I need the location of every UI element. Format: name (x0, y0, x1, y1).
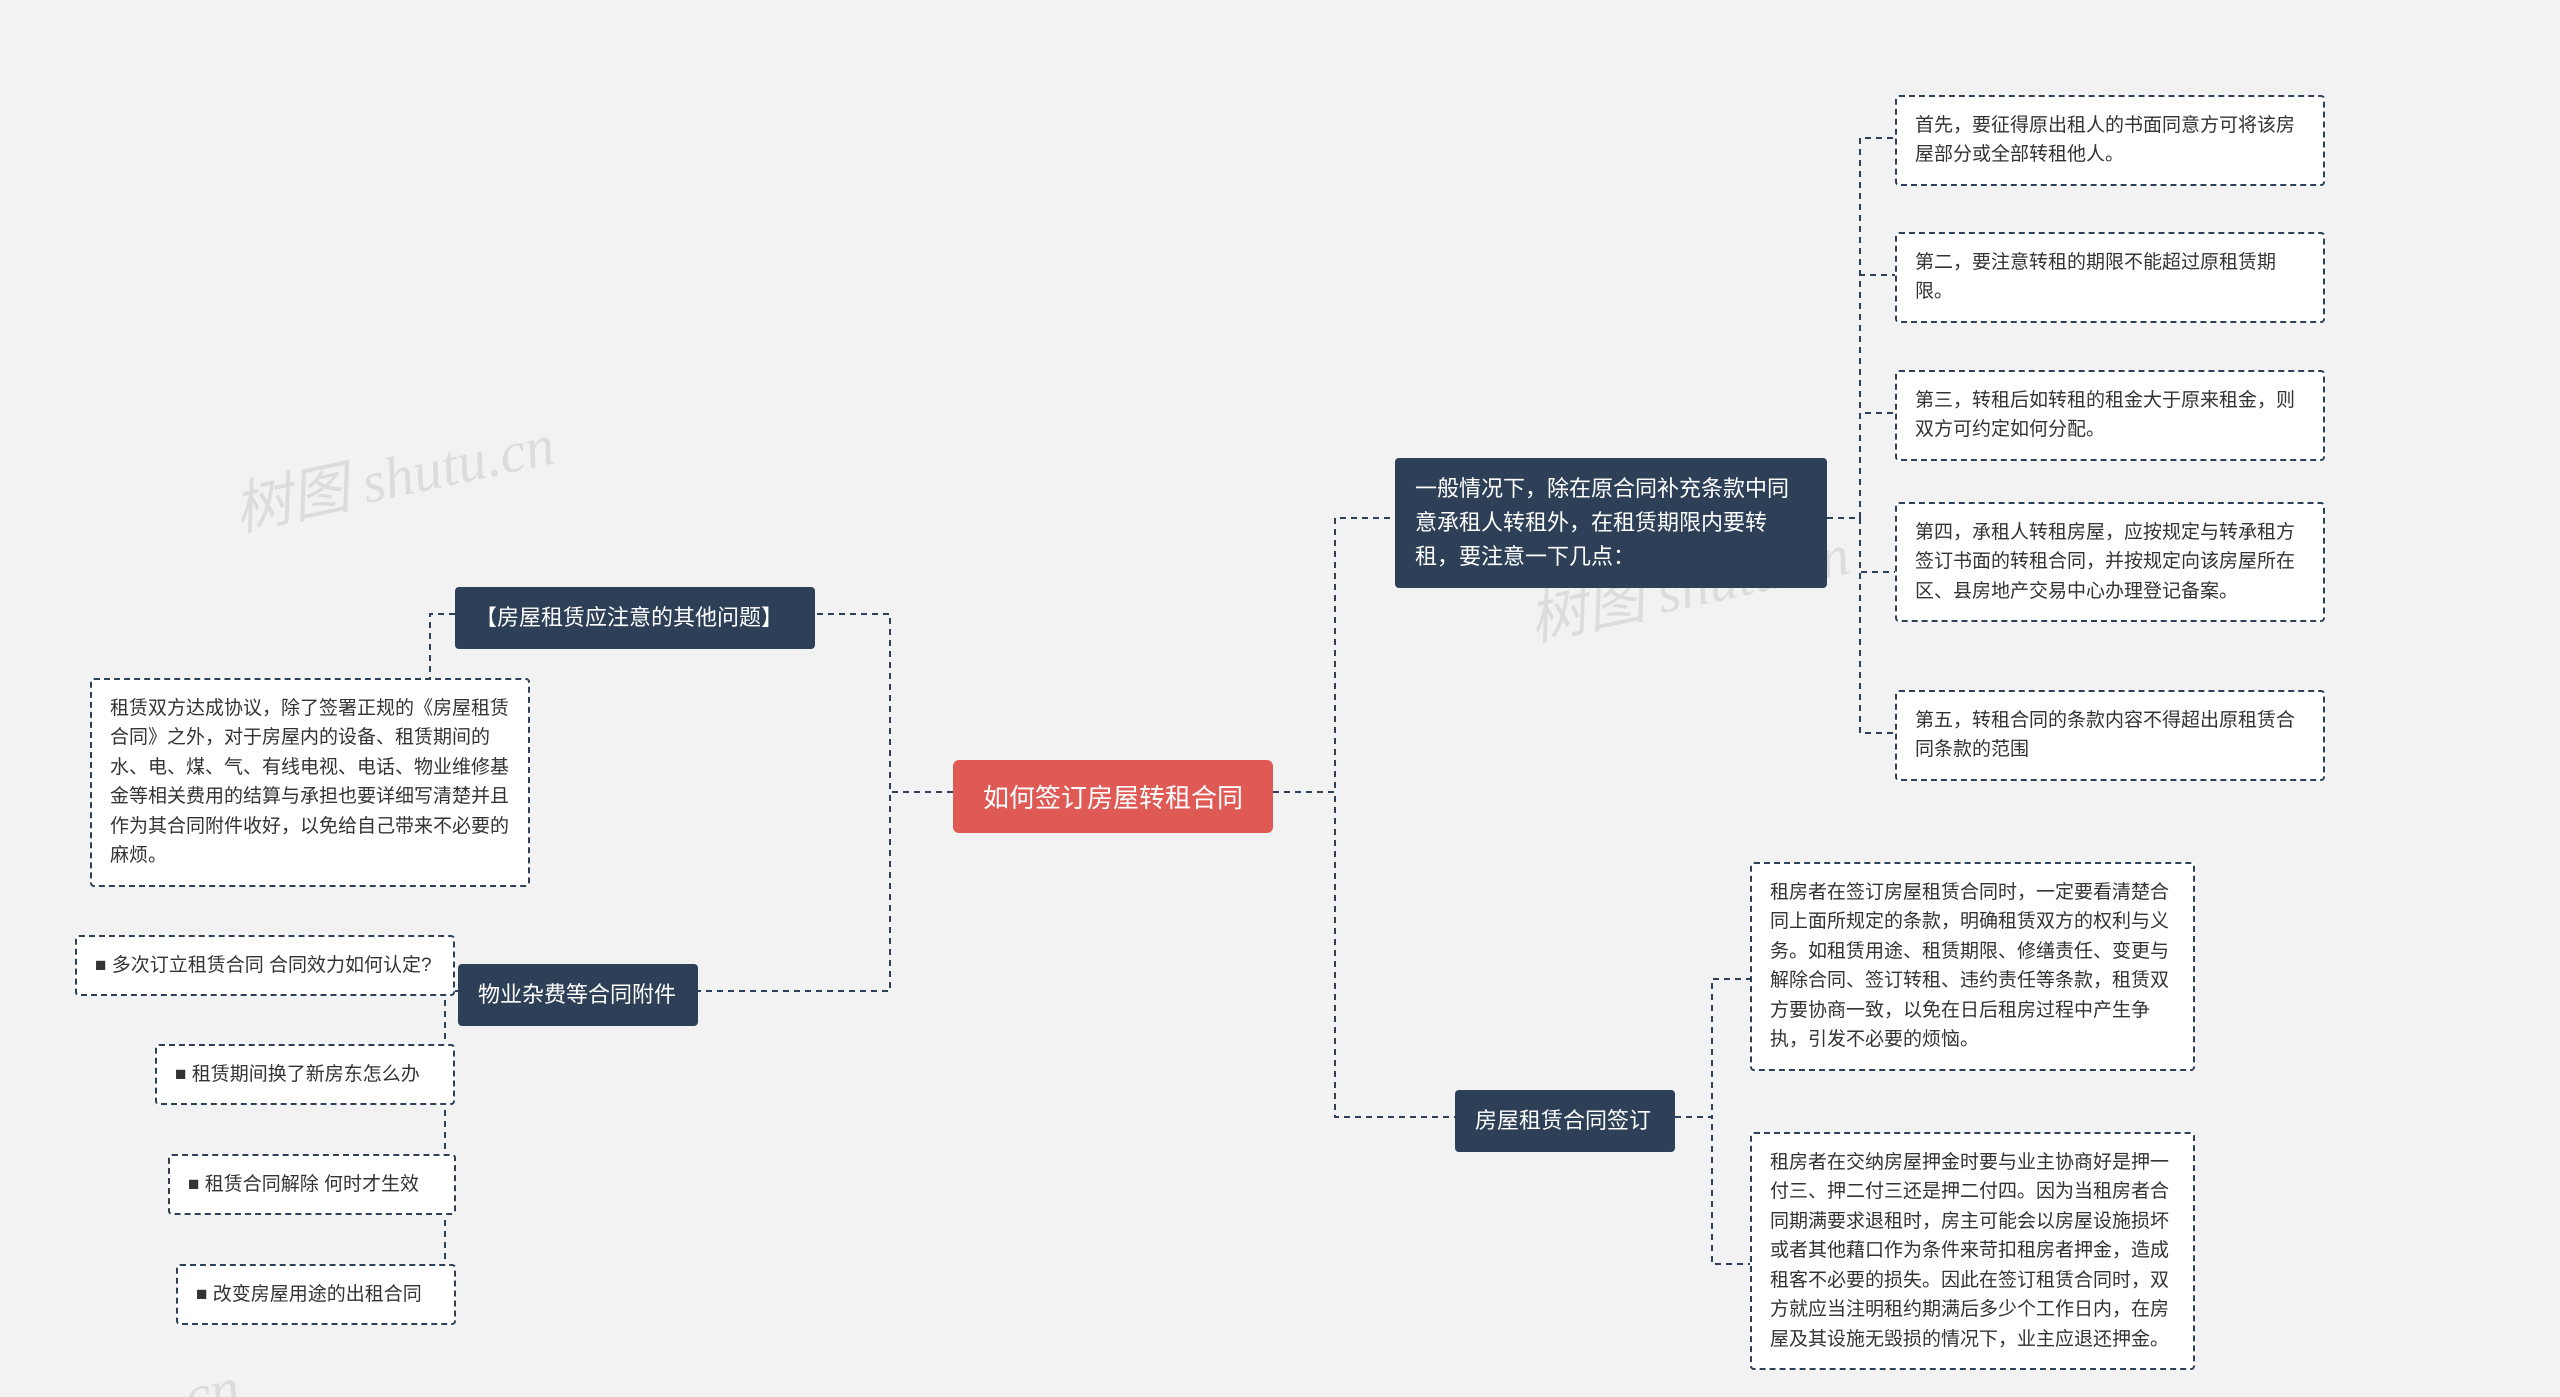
leaf-r2a[interactable]: 租房者在签订房屋租赁合同时，一定要看清楚合同上面所规定的条款，明确租赁双方的权利… (1750, 862, 2195, 1071)
branch-general-notes[interactable]: 一般情况下，除在原合同补充条款中同意承租人转租外，在租赁期限内要转租，要注意一下… (1395, 458, 1827, 588)
leaf-l1a[interactable]: 租赁双方达成协议，除了签署正规的《房屋租赁合同》之外，对于房屋内的设备、租赁期间… (90, 678, 530, 887)
center-node[interactable]: 如何签订房屋转租合同 (953, 760, 1273, 833)
leaf-r2b[interactable]: 租房者在交纳房屋押金时要与业主协商好是押一付三、押二付三还是押二付四。因为当租房… (1750, 1132, 2195, 1370)
leaf-r1d[interactable]: 第四，承租人转租房屋，应按规定与转承租方签订书面的转租合同，并按规定向该房屋所在… (1895, 502, 2325, 622)
leaf-r1a[interactable]: 首先，要征得原出租人的书面同意方可将该房屋部分或全部转租他人。 (1895, 95, 2325, 186)
branch-other-issues[interactable]: 【房屋租赁应注意的其他问题】 (455, 587, 815, 649)
leaf-l2b[interactable]: ■ 租赁期间换了新房东怎么办 (155, 1044, 455, 1105)
watermark-3: .cn (164, 1354, 246, 1397)
leaf-r1b[interactable]: 第二，要注意转租的期限不能超过原租赁期限。 (1895, 232, 2325, 323)
leaf-l2a[interactable]: ■ 多次订立租赁合同 合同效力如何认定? (75, 935, 455, 996)
branch-contract-sign[interactable]: 房屋租赁合同签订 (1455, 1090, 1675, 1152)
leaf-r1c[interactable]: 第三，转租后如转租的租金大于原来租金，则双方可约定如何分配。 (1895, 370, 2325, 461)
leaf-r1e[interactable]: 第五，转租合同的条款内容不得超出原租赁合同条款的范围 (1895, 690, 2325, 781)
branch-fees-attachments[interactable]: 物业杂费等合同附件 (458, 964, 698, 1026)
leaf-l2c[interactable]: ■ 租赁合同解除 何时才生效 (168, 1154, 456, 1215)
leaf-l2d[interactable]: ■ 改变房屋用途的出租合同 (176, 1264, 456, 1325)
watermark-1: 树图 shutu.cn (225, 397, 561, 547)
